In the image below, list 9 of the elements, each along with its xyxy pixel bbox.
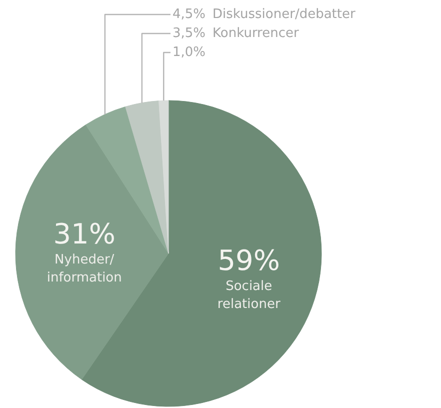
data-label: 59% xyxy=(218,244,280,277)
data-label: 4,5% xyxy=(172,7,206,22)
slice-label: Sociale relationer xyxy=(217,278,281,312)
data-label: 31% xyxy=(53,218,116,251)
slice-label: Konkurrencer xyxy=(212,26,300,41)
data-label: 3,5% xyxy=(172,26,206,41)
slice-label: Nyheder/ information xyxy=(46,252,122,286)
data-label: 1,0% xyxy=(172,45,206,60)
slice-label: Diskussioner/debatter xyxy=(212,7,356,22)
